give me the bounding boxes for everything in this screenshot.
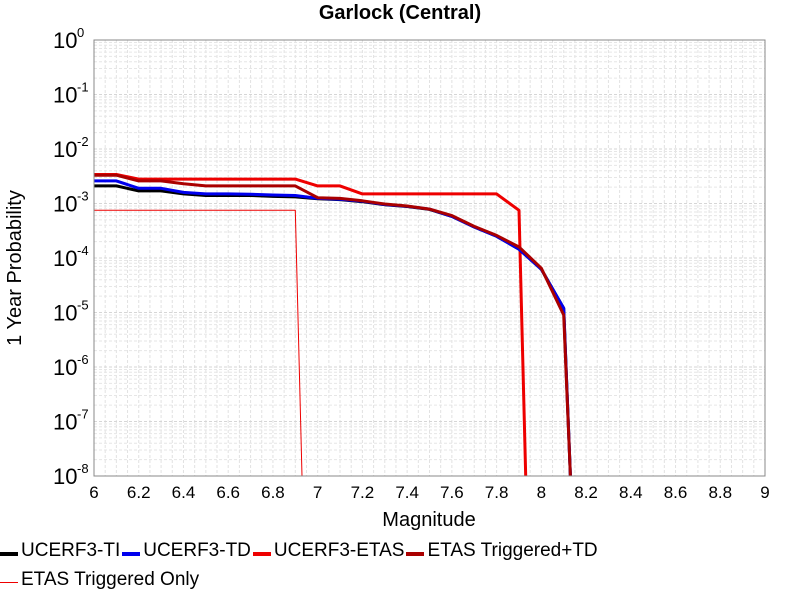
series-line-ucerf3-ti — [94, 184, 572, 477]
x-tick-label: 7.8 — [485, 483, 509, 502]
series-line-etas-triggered-only — [94, 209, 303, 477]
x-tick-label: 8.6 — [664, 483, 688, 502]
y-tick-exponent: -6 — [77, 352, 89, 367]
y-tick-exponent: -4 — [77, 243, 89, 258]
y-tick-label: 10 -8 — [53, 461, 89, 489]
y-tick-base: 10 — [53, 464, 77, 489]
y-tick-label: 10 -7 — [53, 407, 89, 435]
x-tick-labels: 6 6.2 6.4 6.6 6.8 7 7.2 7.4 7.6 7.8 8 8.2 8.4 8.6 8.8 9 — [89, 483, 769, 502]
y-axis-label: 1 Year Probability — [4, 190, 26, 346]
x-tick-label: 6.4 — [172, 483, 196, 502]
y-tick-base: 10 — [53, 137, 77, 162]
x-axis-label: Magnitude — [382, 509, 475, 531]
legend: UCERF3-TI UCERF3-TD UCERF3-ETAS ETAS Tri… — [0, 537, 800, 597]
x-tick-label: 7.2 — [351, 483, 375, 502]
series-line-ucerf3-etas — [94, 173, 528, 477]
grid-lines — [93, 40, 766, 477]
y-tick-exponent: -7 — [77, 407, 89, 422]
legend-swatch — [0, 581, 18, 583]
x-tick-label: 8 — [537, 483, 546, 502]
x-tick-label: 6.2 — [127, 483, 151, 502]
legend-item-etas-triggered-td: ETAS Triggered+TD — [406, 540, 598, 562]
y-tick-base: 10 — [53, 246, 77, 271]
chart-title: Garlock (Central) — [319, 2, 481, 24]
y-tick-base: 10 — [53, 355, 77, 380]
legend-row-2: ETAS Triggered Only — [0, 568, 201, 592]
y-tick-exponent: -3 — [77, 189, 89, 204]
x-tick-label: 7.6 — [440, 483, 464, 502]
legend-label: ETAS Triggered Only — [21, 569, 200, 590]
y-tick-label: 10 -4 — [53, 243, 89, 271]
legend-label: UCERF3-TI — [21, 540, 121, 561]
x-tick-label: 6.8 — [261, 483, 285, 502]
legend-label: UCERF3-ETAS — [273, 540, 405, 561]
y-tick-exponent: -2 — [77, 134, 89, 149]
x-tick-label: 6 — [89, 483, 98, 502]
y-tick-label: 10 -6 — [53, 352, 89, 380]
y-tick-base: 10 — [53, 410, 77, 435]
y-tick-label: 10 -5 — [53, 298, 89, 326]
x-tick-label: 8.2 — [574, 483, 598, 502]
series-lines — [94, 173, 572, 477]
y-tick-exponent: -5 — [77, 298, 89, 313]
legend-swatch — [122, 552, 141, 556]
y-tick-label: 10 -1 — [53, 80, 89, 108]
legend-row-1: UCERF3-TI UCERF3-TD UCERF3-ETAS ETAS Tri… — [0, 539, 600, 563]
x-tick-label: 7 — [313, 483, 322, 502]
y-tick-base: 10 — [53, 192, 77, 217]
x-tick-label: 7.4 — [395, 483, 419, 502]
y-tick-exponent: -1 — [77, 80, 89, 95]
x-tick-label: 9 — [760, 483, 769, 502]
y-tick-exponent: 0 — [77, 25, 84, 40]
legend-item-ucerf3-ti: UCERF3-TI — [0, 540, 120, 562]
legend-item-etas-triggered-only: ETAS Triggered Only — [0, 569, 199, 591]
x-tick-label: 6.6 — [216, 483, 240, 502]
legend-label: UCERF3-TD — [143, 540, 251, 561]
y-tick-base: 10 — [53, 301, 77, 326]
legend-item-ucerf3-etas: UCERF3-ETAS — [252, 540, 405, 562]
legend-swatch — [252, 552, 271, 556]
legend-item-ucerf3-td: UCERF3-TD — [122, 540, 251, 562]
legend-swatch — [406, 552, 425, 556]
y-tick-base: 10 — [53, 28, 77, 53]
y-tick-base: 10 — [53, 83, 77, 108]
series-line-etas-triggered-td — [94, 173, 572, 477]
plot-frame — [93, 39, 766, 477]
y-tick-label: 10 -2 — [53, 134, 89, 162]
x-tick-label: 8.4 — [619, 483, 643, 502]
legend-swatch — [0, 552, 18, 556]
y-tick-exponent: -8 — [77, 461, 89, 476]
legend-label: ETAS Triggered+TD — [427, 540, 598, 561]
y-tick-label: 10 -3 — [53, 189, 89, 217]
chart: Garlock (Central) 6 6.2 6.4 6.6 6.8 7 7.2 7.4 7.… — [4, 2, 770, 531]
y-tick-label: 10 0 — [53, 25, 84, 53]
x-tick-label: 8.8 — [708, 483, 732, 502]
